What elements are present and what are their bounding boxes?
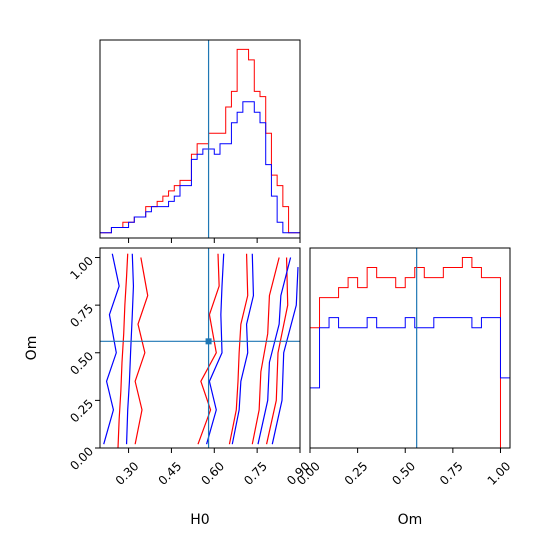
contour-blue-2 <box>205 253 225 445</box>
h0-histogram-blue <box>99 101 301 238</box>
truth-marker <box>205 338 212 345</box>
contour-frame <box>99 247 301 449</box>
contour-blue-5 <box>271 267 299 445</box>
contour-red-2 <box>197 253 220 445</box>
contour-red-5 <box>265 257 289 445</box>
x-axis-label-om: Om <box>398 512 423 528</box>
panel-h0-histogram <box>99 39 301 243</box>
contour-blue-3 <box>231 253 255 445</box>
contour-blue-1 <box>125 253 135 445</box>
y-axis-label-om: Om <box>24 336 40 361</box>
panel-h0-om-contour: 0.30 0.45 0.60 0.75 0.900.000.250.500.751.00 <box>67 247 313 488</box>
contour-red-4 <box>251 257 280 445</box>
contour-red-1 <box>134 257 149 445</box>
contour-red-0 <box>117 253 129 449</box>
contour-blue-4 <box>257 257 292 445</box>
x-axis-label-h0: H0 <box>190 512 209 528</box>
contour-red-3 <box>228 253 249 445</box>
om-histogram-frame <box>309 247 511 449</box>
contour-blue-0 <box>103 253 120 445</box>
h0-histogram-frame <box>99 39 301 239</box>
om-histogram-blue <box>309 317 511 448</box>
om-histogram-red <box>309 257 510 449</box>
